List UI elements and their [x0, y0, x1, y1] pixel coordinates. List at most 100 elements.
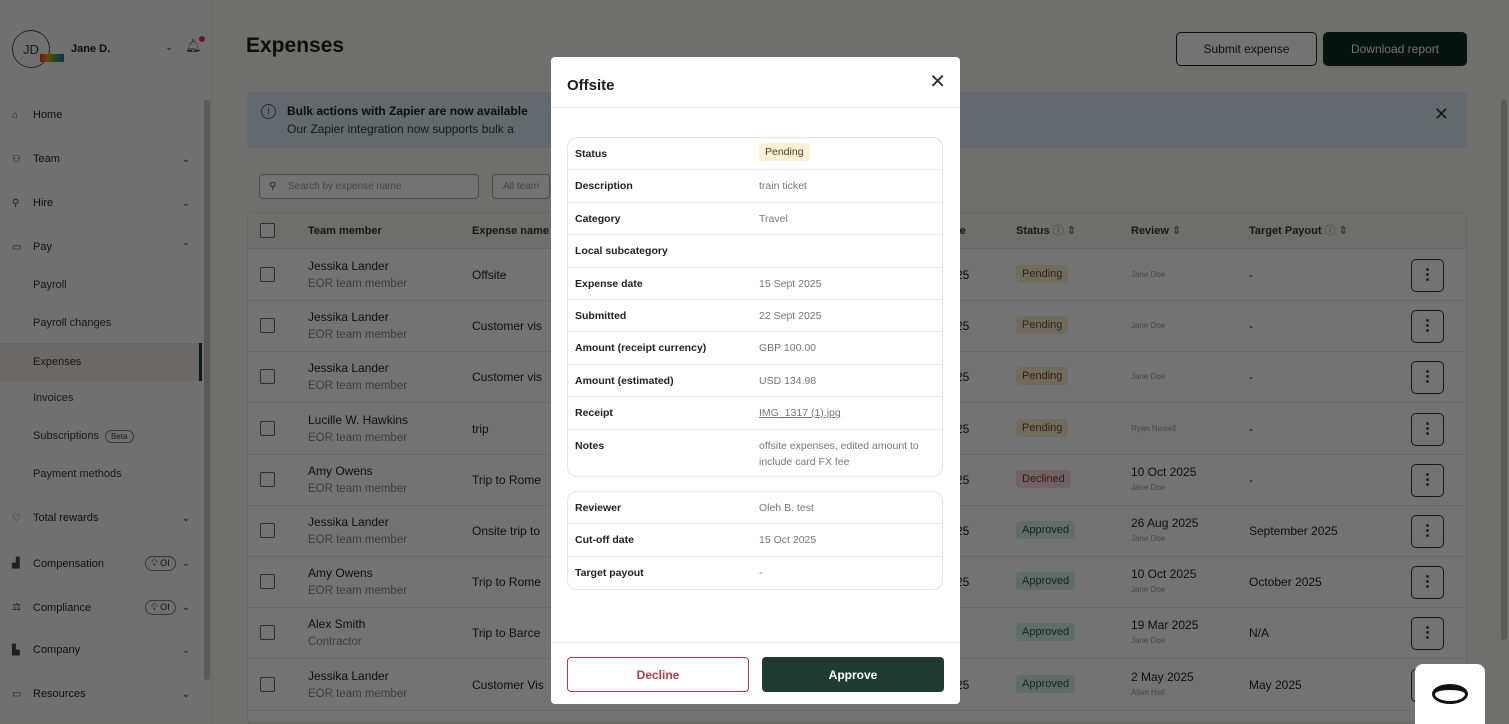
expense-name[interactable]: Trip to Barce [472, 626, 541, 641]
close-icon[interactable]: ✕ [929, 71, 946, 93]
row-checkbox[interactable] [260, 625, 275, 641]
insight-badge: 💡︎ OI [145, 556, 176, 571]
detail-value: GBP 100.00 [759, 342, 817, 355]
member-role: EOR team member [308, 329, 408, 342]
table-row[interactable]: Amy Owens EOR team member Trip to Rome 2… [248, 455, 1466, 506]
sidebar-subitem-payroll[interactable]: Payroll [33, 279, 67, 291]
member-role: Contractor [308, 636, 362, 649]
row-checkbox[interactable] [260, 574, 275, 590]
header-review[interactable]: Review ⇕ [1131, 213, 1181, 249]
expense-name[interactable]: Trip to Rome [472, 575, 541, 590]
search-input[interactable]: ⚲ Search by expense name [259, 174, 479, 199]
expense-name[interactable]: Offsite [472, 268, 507, 282]
sidebar-subitem-payroll-changes[interactable]: Payroll changes [33, 317, 111, 329]
select-all-checkbox[interactable] [260, 223, 275, 238]
sidebar-subitem-subscriptions[interactable]: Subscriptions Beta [33, 430, 134, 443]
row-checkbox[interactable] [260, 523, 275, 538]
divider [551, 642, 960, 643]
detail-row: Description train ticket [568, 170, 942, 203]
sidebar-item-hire[interactable]: ⚲ Hire ⌄ [12, 197, 190, 209]
sidebar-item-compensation[interactable]: ▟ Compensation 💡︎ OI ⌄ [12, 556, 190, 571]
download-report-button[interactable]: Download report [1323, 32, 1467, 66]
detail-value: USD 134.98 [759, 374, 817, 387]
review-date: 10 Oct 2025 [1131, 567, 1197, 582]
info-icon: i [261, 104, 276, 119]
approve-button[interactable]: Approve [762, 657, 944, 692]
expense-name[interactable]: Customer vis [472, 370, 543, 385]
status-badge: Pending [759, 143, 810, 161]
main-scrollbar[interactable] [1501, 100, 1507, 640]
row-checkbox[interactable] [260, 369, 275, 385]
row-checkbox[interactable] [260, 676, 275, 692]
team-filter[interactable]: All team [492, 174, 550, 199]
expense-name[interactable]: trip [472, 421, 489, 436]
insight-badge-label: OI [160, 558, 170, 568]
header-team-member[interactable]: Team member [308, 225, 382, 237]
user-menu[interactable]: JD Jane D. [12, 30, 110, 68]
detail-value: 15 Sept 2025 [759, 277, 822, 290]
sidebar-item-team[interactable]: ⚇ Team ⌄ [12, 153, 190, 165]
expense-name[interactable]: Onsite trip to [472, 524, 541, 538]
row-actions-button[interactable]: ⋮ [1411, 361, 1444, 395]
row-checkbox[interactable] [260, 318, 275, 334]
detail-label: Description [575, 180, 633, 193]
member-role: EOR team member [308, 380, 408, 393]
sidebar-subitem-label: Payroll [33, 279, 67, 291]
bell-icon[interactable]: 🔔︎ [185, 36, 205, 54]
sidebar-item-company[interactable]: ▙ Company ⌄ [12, 644, 190, 656]
row-actions-button[interactable]: ⋮ [1411, 566, 1444, 600]
review-row: Reviewer Oleh B. test [568, 492, 942, 525]
detail-row: Expense date 15 Sept 2025 [568, 268, 942, 300]
detail-label: Receipt [575, 407, 613, 420]
sidebar-item-total-rewards[interactable]: ♡ Total rewards ⌄ [12, 512, 190, 524]
sort-icon[interactable]: ⇕ [1066, 225, 1076, 237]
expense-name[interactable]: Customer vis [472, 319, 543, 334]
sidebar-scrollbar[interactable] [204, 100, 210, 680]
sidebar-subitem-expenses[interactable]: Expenses [0, 343, 202, 381]
sort-icon[interactable]: ⇕ [1338, 225, 1348, 237]
detail-label: Expense date [575, 277, 643, 290]
row-actions-button[interactable]: ⋮ [1411, 515, 1444, 548]
more-vertical-icon: ⋮ [1420, 317, 1435, 335]
row-checkbox[interactable] [260, 471, 275, 487]
decline-button[interactable]: Decline [567, 657, 749, 692]
sidebar-subitem-invoices[interactable]: Invoices [33, 392, 73, 404]
row-actions-button[interactable]: ⋮ [1411, 259, 1444, 292]
detail-row: Status Pending [568, 138, 942, 171]
review-date: 10 Oct 2025 [1131, 464, 1197, 479]
submit-expense-button[interactable]: Submit expense [1176, 32, 1317, 66]
header-target-payout[interactable]: Target Payout ⓘ ⇕ [1249, 213, 1348, 249]
row-actions-button[interactable]: ⋮ [1411, 617, 1444, 651]
row-actions-button[interactable]: ⋮ [1411, 412, 1444, 446]
chevron-down-icon: ⌄ [181, 512, 190, 524]
member-role: EOR team member [308, 687, 408, 700]
chevron-down-icon[interactable]: ⌄ [165, 42, 174, 53]
sidebar-item-label: Home [33, 109, 63, 121]
reviewer-name: Jane Doe [1131, 482, 1166, 492]
header-status[interactable]: Status ⓘ ⇕ [1016, 213, 1076, 249]
sidebar-item-pay[interactable]: ▭ Pay ⌃ [12, 241, 190, 253]
header-date[interactable]: te [956, 225, 966, 237]
row-actions-button[interactable]: ⋮ [1411, 463, 1444, 497]
sidebar-item-resources[interactable]: ▭ Resources ⌄ [12, 688, 190, 700]
table-row[interactable]: Jessika Lander EOR team member Offsite 2… [248, 250, 1466, 301]
sidebar-subitem-payment-methods[interactable]: Payment methods [33, 468, 122, 480]
expense-name[interactable]: Customer Vis [472, 677, 544, 692]
sidebar-item-home[interactable]: ⌂ Home [12, 109, 190, 121]
sidebar-item-compliance[interactable]: ⚖ Compliance 💡︎ OI ⌄ [12, 600, 190, 615]
close-icon[interactable]: ✕ [1433, 104, 1449, 124]
chat-launcher-button[interactable] [1415, 664, 1485, 724]
status-badge: Declined [1016, 469, 1071, 488]
sort-icon[interactable]: ⇕ [1171, 225, 1182, 237]
row-checkbox[interactable] [260, 267, 275, 282]
row-actions-button[interactable]: ⋮ [1411, 310, 1444, 344]
table-row[interactable]: Jessika Lander EOR team member Customer … [248, 301, 1466, 353]
target-payout: - [1249, 268, 1253, 282]
review-date: 2 May 2025 [1131, 669, 1194, 684]
header-expense-name[interactable]: Expense name [472, 225, 550, 237]
expense-name[interactable]: Trip to Rome [472, 472, 541, 487]
receipt-link[interactable]: IMG_1317 (1).jpg [759, 407, 841, 420]
row-checkbox[interactable] [260, 420, 275, 436]
review-row: Cut-off date 15 Oct 2025 [568, 524, 942, 557]
reviewer-name: Jane Doe [1131, 321, 1166, 331]
